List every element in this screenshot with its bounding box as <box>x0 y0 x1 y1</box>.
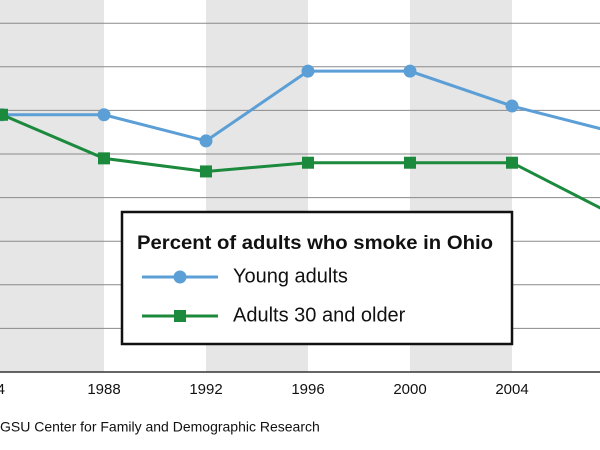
marker <box>98 152 110 165</box>
marker <box>173 270 187 284</box>
x-tick-label: 2000 <box>393 381 426 398</box>
marker <box>505 99 519 113</box>
marker <box>506 156 518 169</box>
marker <box>200 165 212 178</box>
shaded-band <box>0 0 104 372</box>
x-tick-label: 2004 <box>495 381 528 398</box>
marker <box>404 156 416 169</box>
marker <box>0 108 8 121</box>
marker <box>97 108 111 122</box>
legend-label: Young adults <box>233 265 348 287</box>
marker <box>403 64 417 78</box>
source: GSU Center for Family and Demographic Re… <box>0 419 320 435</box>
x-tick-label: 1992 <box>189 381 222 398</box>
legend-label: Adults 30 and older <box>233 304 406 326</box>
marker <box>302 156 314 169</box>
marker <box>301 64 315 78</box>
x-tick-label: 84 <box>0 381 5 398</box>
legend: Percent of adults who smoke in Ohio Youn… <box>120 210 514 346</box>
marker <box>199 134 213 148</box>
legend-box <box>120 210 514 346</box>
x-tick-label: 1996 <box>291 381 324 398</box>
x-tick-label: 1988 <box>87 381 120 398</box>
marker <box>174 310 186 322</box>
legend-title: Percent of adults who smoke in Ohio <box>137 233 493 254</box>
